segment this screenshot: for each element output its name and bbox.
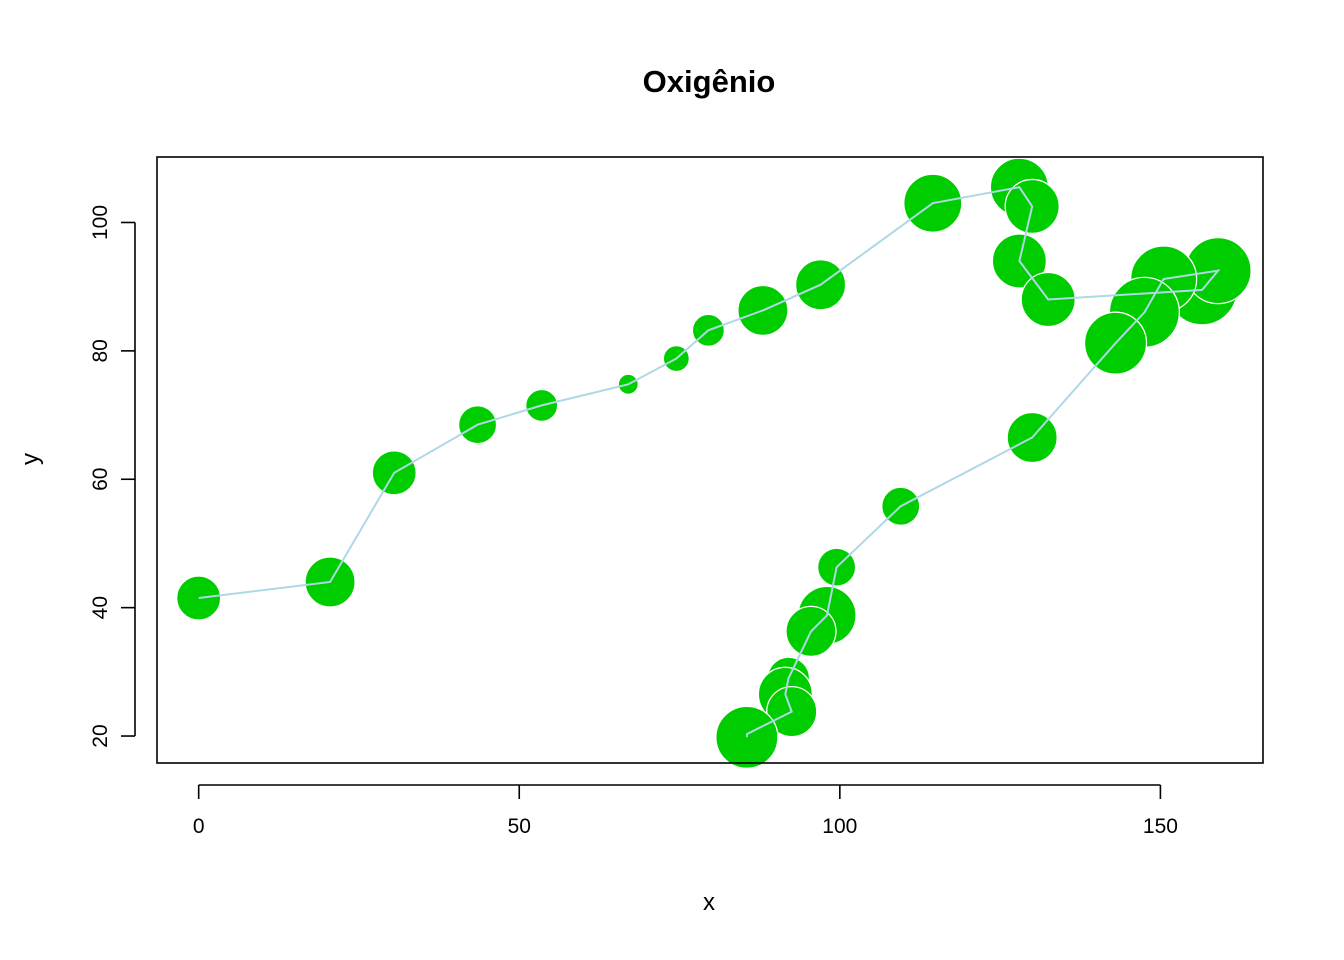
series-line xyxy=(198,186,1221,738)
y-tick-label-40: 40 xyxy=(89,596,112,619)
plot-frame xyxy=(156,156,1264,764)
data-point-1 xyxy=(176,575,222,621)
x-axis-label: x xyxy=(703,889,715,916)
y-tick-label-80: 80 xyxy=(89,339,112,362)
x-axis: 0 50 100 150 xyxy=(193,784,1178,838)
x-tick-label-150: 150 xyxy=(1143,815,1178,838)
y-axis-label: y xyxy=(17,453,44,465)
data-point-30 xyxy=(715,705,779,769)
y-tick-label-20: 20 xyxy=(89,724,112,747)
plot-layer xyxy=(176,157,1252,769)
y-axis: 20 40 60 80 100 xyxy=(89,205,136,748)
chart-title: Oxigênio xyxy=(643,64,776,99)
x-tick-label-0: 0 xyxy=(193,815,205,838)
y-tick-label-100: 100 xyxy=(89,205,112,240)
x-tick-label-100: 100 xyxy=(822,815,857,838)
x-tick-label-50: 50 xyxy=(508,815,531,838)
y-tick-label-60: 60 xyxy=(89,468,112,491)
